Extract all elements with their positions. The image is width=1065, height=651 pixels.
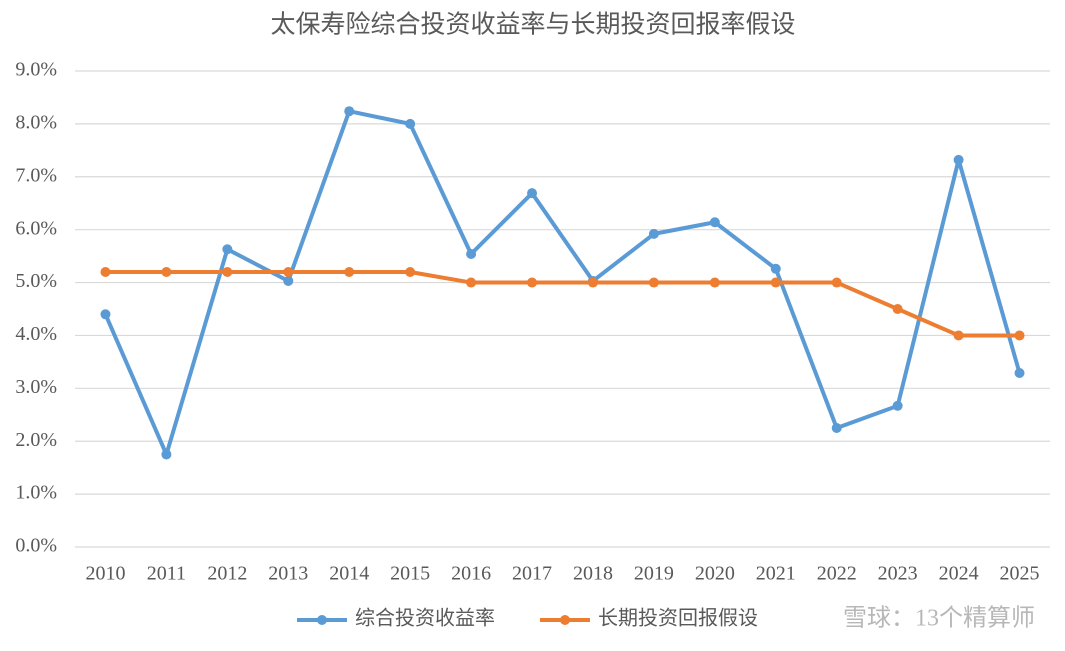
legend-marker [560,615,570,625]
point [100,309,111,320]
y-tick-label: 2.0% [15,429,57,451]
y-tick-label: 5.0% [15,270,57,292]
point [161,266,172,277]
point [831,423,842,433]
point [222,266,233,277]
y-tick-label: 3.0% [15,376,57,398]
x-tick-label: 2019 [634,563,674,585]
x-tick-label: 2018 [573,563,613,585]
point [709,277,720,288]
x-tick-label: 2017 [512,563,552,585]
point [405,118,416,129]
series-line [105,269,1020,338]
point [892,304,903,314]
chart-title: 太保寿险综合投资收益率与长期投资回报率假设 [270,11,795,39]
y-tick-label: 0.0% [15,535,57,557]
point [100,266,111,277]
point [770,263,781,274]
point [648,228,659,239]
point [770,277,781,288]
point [405,266,416,277]
point [283,275,294,286]
y-tick-label: 1.0% [15,482,57,504]
legend-label: 综合投资收益率 [355,607,495,630]
point [953,154,964,165]
point [831,277,842,288]
x-tick-label: 2016 [451,563,491,585]
x-tick-label: 2024 [939,563,979,585]
x-tick-label: 2013 [268,563,308,585]
point [527,277,538,288]
point [1014,367,1025,378]
y-tick-label: 4.0% [15,323,57,345]
point [648,277,659,288]
legend-label: 长期投资回报假设 [598,607,758,630]
point [709,217,720,228]
x-tick-label: 2020 [695,563,735,585]
point [161,449,172,460]
legend-marker [317,615,327,625]
point [1014,330,1025,341]
x-tick-label: 2015 [390,563,430,585]
x-tick-label: 2010 [85,563,125,585]
x-tick-label: 2012 [207,563,247,585]
point [587,277,598,288]
point [953,330,964,341]
x-tick-label: 2021 [756,563,796,585]
point [466,277,477,288]
x-tick-label: 2023 [878,563,918,585]
series-line [103,109,1022,457]
x-tick-label: 2022 [817,563,857,585]
point [466,248,477,259]
point [222,244,233,255]
point [892,400,903,411]
y-tick-label: 9.0% [15,59,57,81]
point [527,188,538,199]
point [283,266,294,277]
point [344,266,355,277]
y-tick-label: 8.0% [15,111,57,133]
x-tick-label: 2014 [329,563,369,585]
point [344,106,355,117]
x-tick-label: 2025 [1000,563,1040,585]
watermark: 雪球：13个精算师 [843,605,1035,632]
x-tick-label: 2011 [147,563,186,585]
y-tick-label: 7.0% [15,164,57,186]
y-tick-label: 6.0% [15,217,57,239]
